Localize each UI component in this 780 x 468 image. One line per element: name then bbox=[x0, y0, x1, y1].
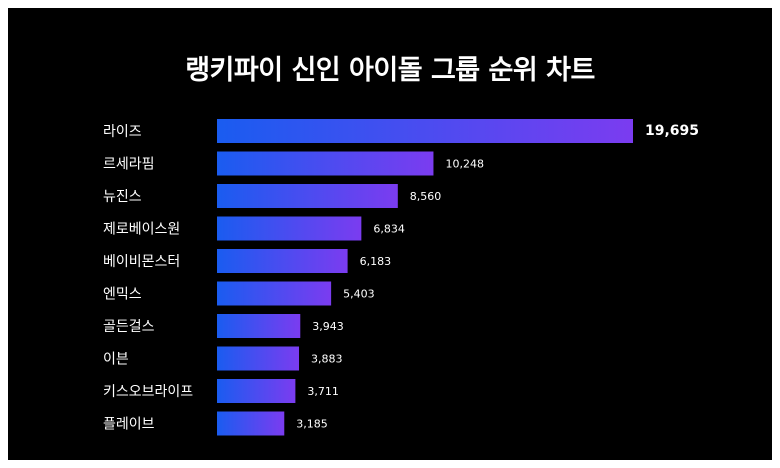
value-label: 3,883 bbox=[311, 353, 343, 366]
bar bbox=[217, 119, 633, 143]
category-label: 제로베이스원 bbox=[103, 222, 180, 238]
category-label: 이븐 bbox=[103, 352, 129, 368]
value-label: 6,183 bbox=[360, 255, 392, 268]
bar bbox=[217, 184, 398, 208]
bars-group: 라이즈 19,695 르세라핌 10,248 뉴진스 8,560 제로베이스원 6,834 베이… bbox=[103, 119, 699, 436]
bar bbox=[217, 346, 300, 371]
value-label: 5,403 bbox=[343, 288, 375, 301]
bar bbox=[217, 151, 434, 176]
category-label: 엔믹스 bbox=[103, 287, 142, 303]
bar bbox=[217, 411, 285, 436]
bar bbox=[217, 379, 296, 403]
category-label: 베이비몬스터 bbox=[103, 254, 180, 270]
bar bbox=[217, 249, 348, 273]
chart-background bbox=[8, 8, 772, 460]
value-label: 3,185 bbox=[296, 418, 328, 431]
value-label: 19,695 bbox=[645, 123, 699, 139]
bar bbox=[217, 314, 301, 338]
category-label: 뉴진스 bbox=[103, 189, 142, 205]
category-label: 플레이브 bbox=[103, 417, 155, 433]
value-label: 6,834 bbox=[373, 223, 405, 236]
value-label: 3,943 bbox=[312, 320, 344, 333]
category-label: 키스오브라이프 bbox=[103, 384, 193, 400]
bar bbox=[217, 216, 362, 241]
category-label: 골든걸스 bbox=[103, 319, 155, 335]
value-label: 3,711 bbox=[307, 385, 339, 398]
value-label: 8,560 bbox=[410, 190, 442, 203]
chart-title: 랭키파이 신인 아이돌 그룹 순위 차트 bbox=[185, 55, 595, 86]
bar bbox=[217, 281, 332, 306]
value-label: 10,248 bbox=[445, 158, 484, 171]
category-label: 르세라핌 bbox=[103, 157, 155, 173]
category-label: 라이즈 bbox=[103, 124, 142, 140]
